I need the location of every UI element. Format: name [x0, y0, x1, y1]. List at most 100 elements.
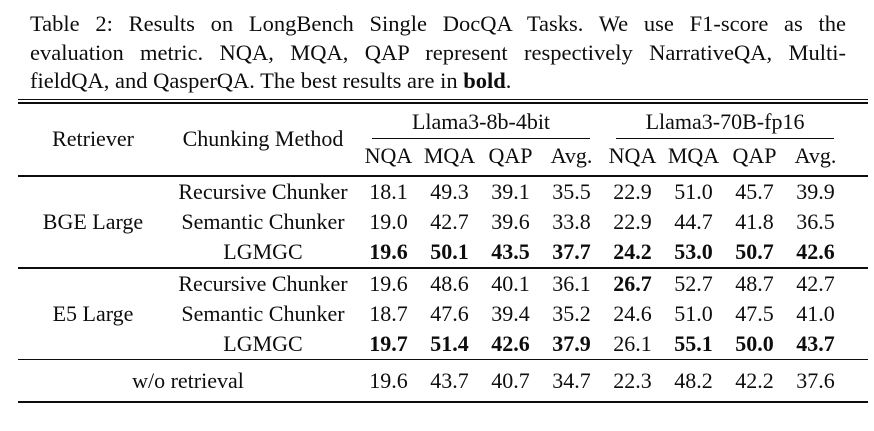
score-cell: 36.5 — [796, 208, 835, 234]
score-cell: 48.2 — [674, 367, 713, 393]
score-cell: 47.5 — [735, 300, 774, 326]
method-cell: LGMGC — [223, 238, 303, 264]
score-cell: 48.6 — [430, 270, 469, 296]
method-cell: LGMGC — [223, 330, 303, 356]
score-cell: 50.1 — [430, 238, 469, 264]
filler-cell — [846, 359, 868, 401]
col-header-mqa-8b: MQA — [423, 142, 476, 168]
table-row: w/o retrieval 19.6 43.7 40.7 34.7 22.3 4… — [18, 359, 868, 401]
filler-cell — [846, 176, 868, 268]
header-row-metrics: NQA MQA QAP Avg. NQA MQA QAP Avg. — [18, 139, 868, 176]
caption-line-3-period: . — [505, 68, 512, 93]
score-cell: 34.7 — [552, 367, 591, 393]
method-cell: Semantic Chunker — [181, 300, 345, 326]
table-row: Semantic Chunker 19.0 42.7 39.6 33.8 22.… — [18, 207, 868, 237]
score-cell: 53.0 — [674, 238, 713, 264]
score-cell: 40.1 — [491, 270, 530, 296]
score-cell: 44.7 — [674, 208, 713, 234]
filler-cell — [846, 268, 868, 360]
caption-line-1: Table 2: Results on LongBench Single Doc… — [30, 11, 846, 36]
model-group-header-llama3-8b: Llama3-8b-4bit — [358, 104, 602, 139]
score-cell: 26.1 — [613, 330, 652, 356]
results-table-wrap: Retriever Chunking Method Llama3-8b-4bit… — [18, 98, 869, 403]
score-cell: 51.0 — [674, 300, 713, 326]
caption-line-3: fieldQA, and QasperQA. The best results … — [30, 67, 846, 96]
table-caption: Table 2: Results on LongBench Single Doc… — [30, 10, 846, 96]
model-group-label-llama3-70b: Llama3-70B-fp16 — [616, 104, 835, 139]
score-cell: 43.7 — [796, 330, 835, 356]
col-header-mqa-70b: MQA — [667, 142, 720, 168]
col-header-nqa-70b: NQA — [608, 142, 657, 168]
score-cell: 24.6 — [613, 300, 652, 326]
score-cell: 22.9 — [613, 208, 652, 234]
score-cell: 41.0 — [796, 300, 835, 326]
retriever-label-e5: E5 Large — [52, 300, 134, 326]
score-cell: 33.8 — [552, 208, 591, 234]
score-cell: 45.7 — [735, 178, 774, 204]
table-row: E5 Large Recursive Chunker 19.6 48.6 40.… — [18, 268, 868, 326]
method-cell: Recursive Chunker — [178, 270, 348, 296]
results-table: Retriever Chunking Method Llama3-8b-4bit… — [18, 104, 869, 401]
header-filler-cell — [846, 104, 868, 176]
model-group-header-llama3-70b: Llama3-70B-fp16 — [602, 104, 846, 139]
group-wo-retrieval: w/o retrieval 19.6 43.7 40.7 34.7 22.3 4… — [18, 359, 869, 401]
score-cell: 48.7 — [735, 270, 774, 296]
method-cell: Recursive Chunker — [178, 178, 348, 204]
score-cell: 40.7 — [491, 367, 530, 393]
score-cell: 39.9 — [796, 178, 835, 204]
score-cell: 39.1 — [491, 178, 530, 204]
col-header-avg-8b: Avg. — [550, 142, 593, 168]
score-cell: 26.7 — [613, 270, 652, 296]
score-cell: 24.2 — [613, 238, 652, 264]
score-cell: 18.7 — [369, 300, 408, 326]
score-cell: 55.1 — [674, 330, 713, 356]
score-cell: 36.1 — [552, 270, 591, 296]
score-cell: 43.7 — [430, 367, 469, 393]
score-cell: 42.7 — [430, 208, 469, 234]
score-cell: 42.2 — [735, 367, 774, 393]
group-bge-large: BGE Large Recursive Chunker 18.1 49.3 39… — [18, 176, 868, 268]
group-e5-large: E5 Large Recursive Chunker 19.6 48.6 40.… — [18, 267, 869, 360]
caption-bold-word: bold — [463, 68, 506, 93]
table-row: BGE Large Recursive Chunker 18.1 49.3 39… — [18, 176, 868, 234]
score-cell: 37.9 — [552, 330, 591, 356]
method-cell: Semantic Chunker — [181, 208, 345, 234]
score-cell: 37.7 — [552, 238, 591, 264]
table-bottom-rule — [18, 400, 868, 403]
score-cell: 35.2 — [552, 300, 591, 326]
score-cell: 19.0 — [369, 208, 408, 234]
score-cell: 43.5 — [491, 238, 530, 264]
score-cell: 51.0 — [674, 178, 713, 204]
table-row: Semantic Chunker 18.7 47.6 39.4 35.2 24.… — [18, 299, 868, 329]
wo-retrieval-label: w/o retrieval — [132, 367, 244, 393]
score-cell: 39.6 — [491, 208, 530, 234]
score-cell: 39.4 — [491, 300, 530, 326]
score-cell: 19.6 — [369, 367, 408, 393]
score-cell: 19.7 — [369, 330, 408, 356]
col-header-avg-70b: Avg. — [794, 142, 837, 168]
score-cell: 18.1 — [369, 178, 408, 204]
header-row-groups: Retriever Chunking Method Llama3-8b-4bit… — [18, 104, 868, 151]
score-cell: 19.6 — [369, 270, 408, 296]
table-top-rule — [18, 98, 868, 104]
score-cell: 42.6 — [796, 238, 835, 264]
retriever-label-bge: BGE Large — [42, 208, 144, 234]
table-header: Retriever Chunking Method Llama3-8b-4bit… — [18, 104, 869, 176]
score-cell: 37.6 — [796, 367, 835, 393]
score-cell: 19.6 — [369, 238, 408, 264]
score-cell: 41.8 — [735, 208, 774, 234]
col-header-nqa-8b: NQA — [364, 142, 413, 168]
score-cell: 50.0 — [735, 330, 774, 356]
score-cell: 22.3 — [613, 367, 652, 393]
table-row: LGMGC 19.7 51.4 42.6 37.9 26.1 55.1 50.0… — [18, 329, 868, 360]
score-cell: 49.3 — [430, 178, 469, 204]
score-cell: 35.5 — [552, 178, 591, 204]
col-header-chunking-method: Chunking Method — [182, 126, 344, 151]
col-header-qap-8b: QAP — [488, 142, 533, 168]
score-cell: 51.4 — [430, 330, 469, 356]
score-cell: 50.7 — [735, 238, 774, 264]
col-header-retriever: Retriever — [52, 126, 134, 151]
score-cell: 42.7 — [796, 270, 835, 296]
caption-line-3-text: fieldQA, and QasperQA. The best results … — [30, 68, 464, 93]
caption-line-2: evaluation metric. NQA, MQA, QAP represe… — [30, 39, 846, 65]
